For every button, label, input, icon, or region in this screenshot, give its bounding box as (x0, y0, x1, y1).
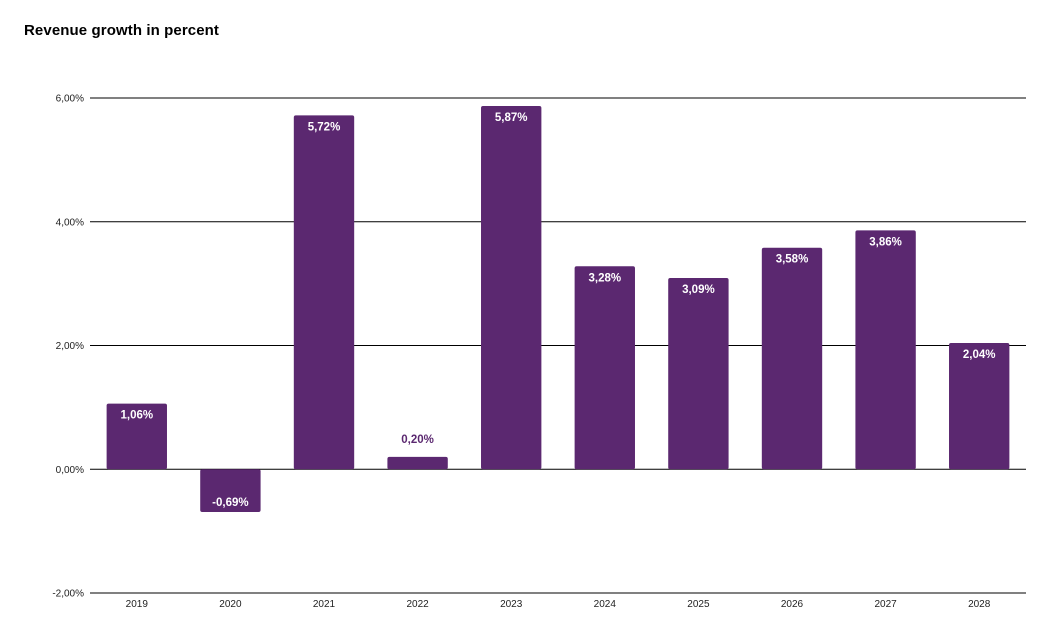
bar-2020 (200, 469, 261, 512)
x-axis-ticks: 2019 2020 2021 2022 2023 2024 2025 2026 2027 2028 (126, 599, 991, 610)
bars (106, 106, 1010, 512)
chart-title: Revenue growth in percent (24, 22, 220, 39)
value-labels: 1,06% -0,69% 5,72% 0,20% 5,87% 3,28% 3,09% 3,58… (120, 112, 995, 509)
y-tick-label: 4,00% (56, 217, 84, 228)
bar-2019 (106, 403, 167, 470)
value-label: 5,72% (308, 121, 341, 133)
bar-2025 (668, 278, 729, 470)
value-label: 3,86% (869, 236, 902, 248)
x-tick-label: 2023 (500, 599, 523, 610)
value-label: 3,58% (776, 254, 809, 266)
x-tick-label: 2026 (781, 599, 804, 610)
x-tick-label: 2020 (219, 599, 242, 610)
x-tick-label: 2019 (126, 599, 149, 610)
value-label: 2,04% (963, 349, 996, 361)
value-label: -0,69% (212, 497, 248, 509)
bar-2028 (949, 343, 1010, 470)
x-tick-label: 2025 (687, 599, 710, 610)
bar-2027 (855, 230, 916, 470)
y-axis-ticks: -2,00% 0,00% 2,00% 4,00% 6,00% (52, 94, 84, 600)
value-label: 1,06% (120, 410, 153, 422)
value-label: 0,20% (401, 434, 434, 446)
bar-2024 (574, 266, 635, 470)
value-label: 3,28% (588, 272, 621, 284)
y-tick-label: 2,00% (56, 341, 84, 352)
value-label: 3,09% (682, 284, 715, 296)
y-tick-label: -2,00% (52, 589, 84, 600)
x-tick-label: 2024 (594, 599, 617, 610)
bar-2022 (387, 456, 448, 470)
bar-2021 (293, 115, 355, 470)
x-tick-label: 2022 (406, 599, 429, 610)
bar-2026 (761, 247, 823, 470)
x-tick-label: 2027 (874, 599, 897, 610)
bar-2023 (481, 106, 542, 470)
y-tick-label: 6,00% (56, 94, 84, 105)
y-tick-label: 0,00% (56, 465, 84, 476)
x-tick-label: 2021 (313, 599, 336, 610)
value-label: 5,87% (495, 112, 528, 124)
x-tick-label: 2028 (968, 599, 991, 610)
